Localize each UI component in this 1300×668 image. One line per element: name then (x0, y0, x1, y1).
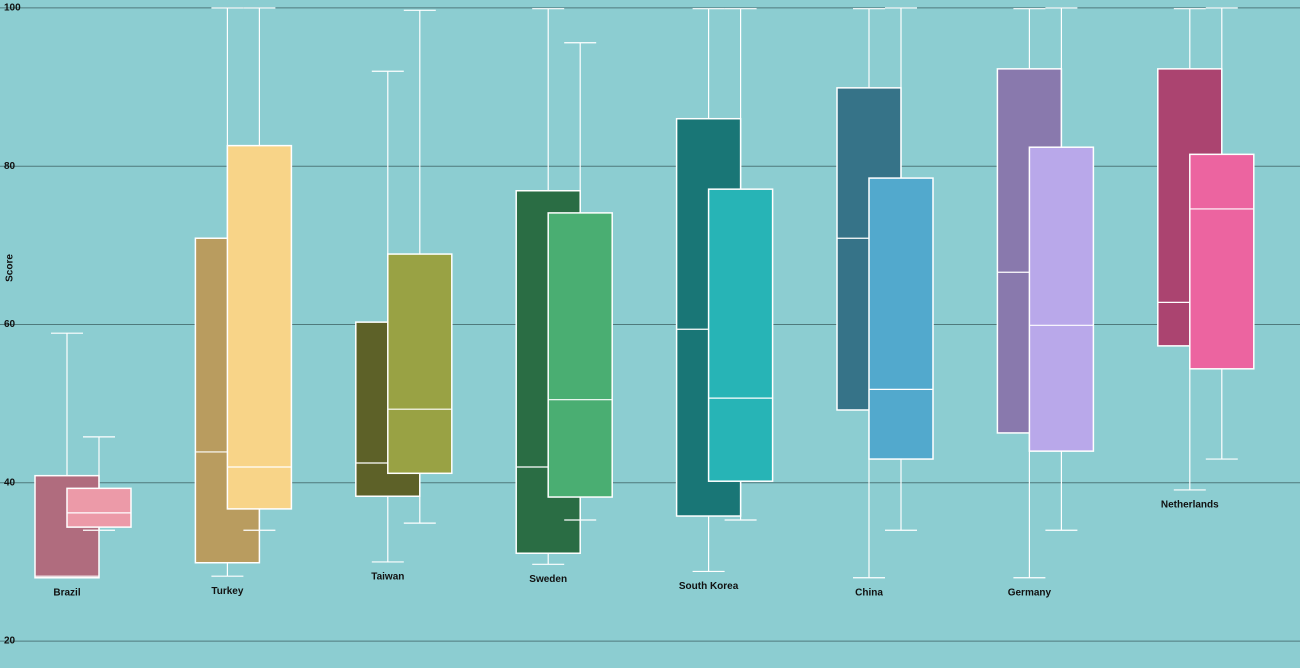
y-tick-label: 100 (4, 3, 21, 14)
box (868, 177, 934, 460)
box (66, 487, 132, 528)
y-tick-label: 80 (4, 161, 16, 172)
box (226, 144, 293, 510)
category-label: Turkey (211, 586, 243, 597)
category-label: China (855, 587, 883, 598)
category-label: Taiwan (371, 572, 404, 583)
y-axis-label: Score (5, 254, 16, 282)
category-label: Netherlands (1161, 500, 1219, 511)
box (1028, 146, 1095, 452)
category-label: Brazil (53, 587, 80, 598)
y-tick-label: 40 (4, 477, 16, 488)
box (387, 253, 453, 475)
y-tick-label: 60 (4, 319, 16, 330)
box (547, 212, 613, 498)
category-label: Sweden (529, 574, 567, 585)
box (707, 188, 774, 482)
y-tick-label: 20 (4, 636, 16, 647)
category-label: South Korea (679, 581, 739, 592)
category-label: Germany (1008, 587, 1052, 598)
box (1189, 153, 1255, 370)
